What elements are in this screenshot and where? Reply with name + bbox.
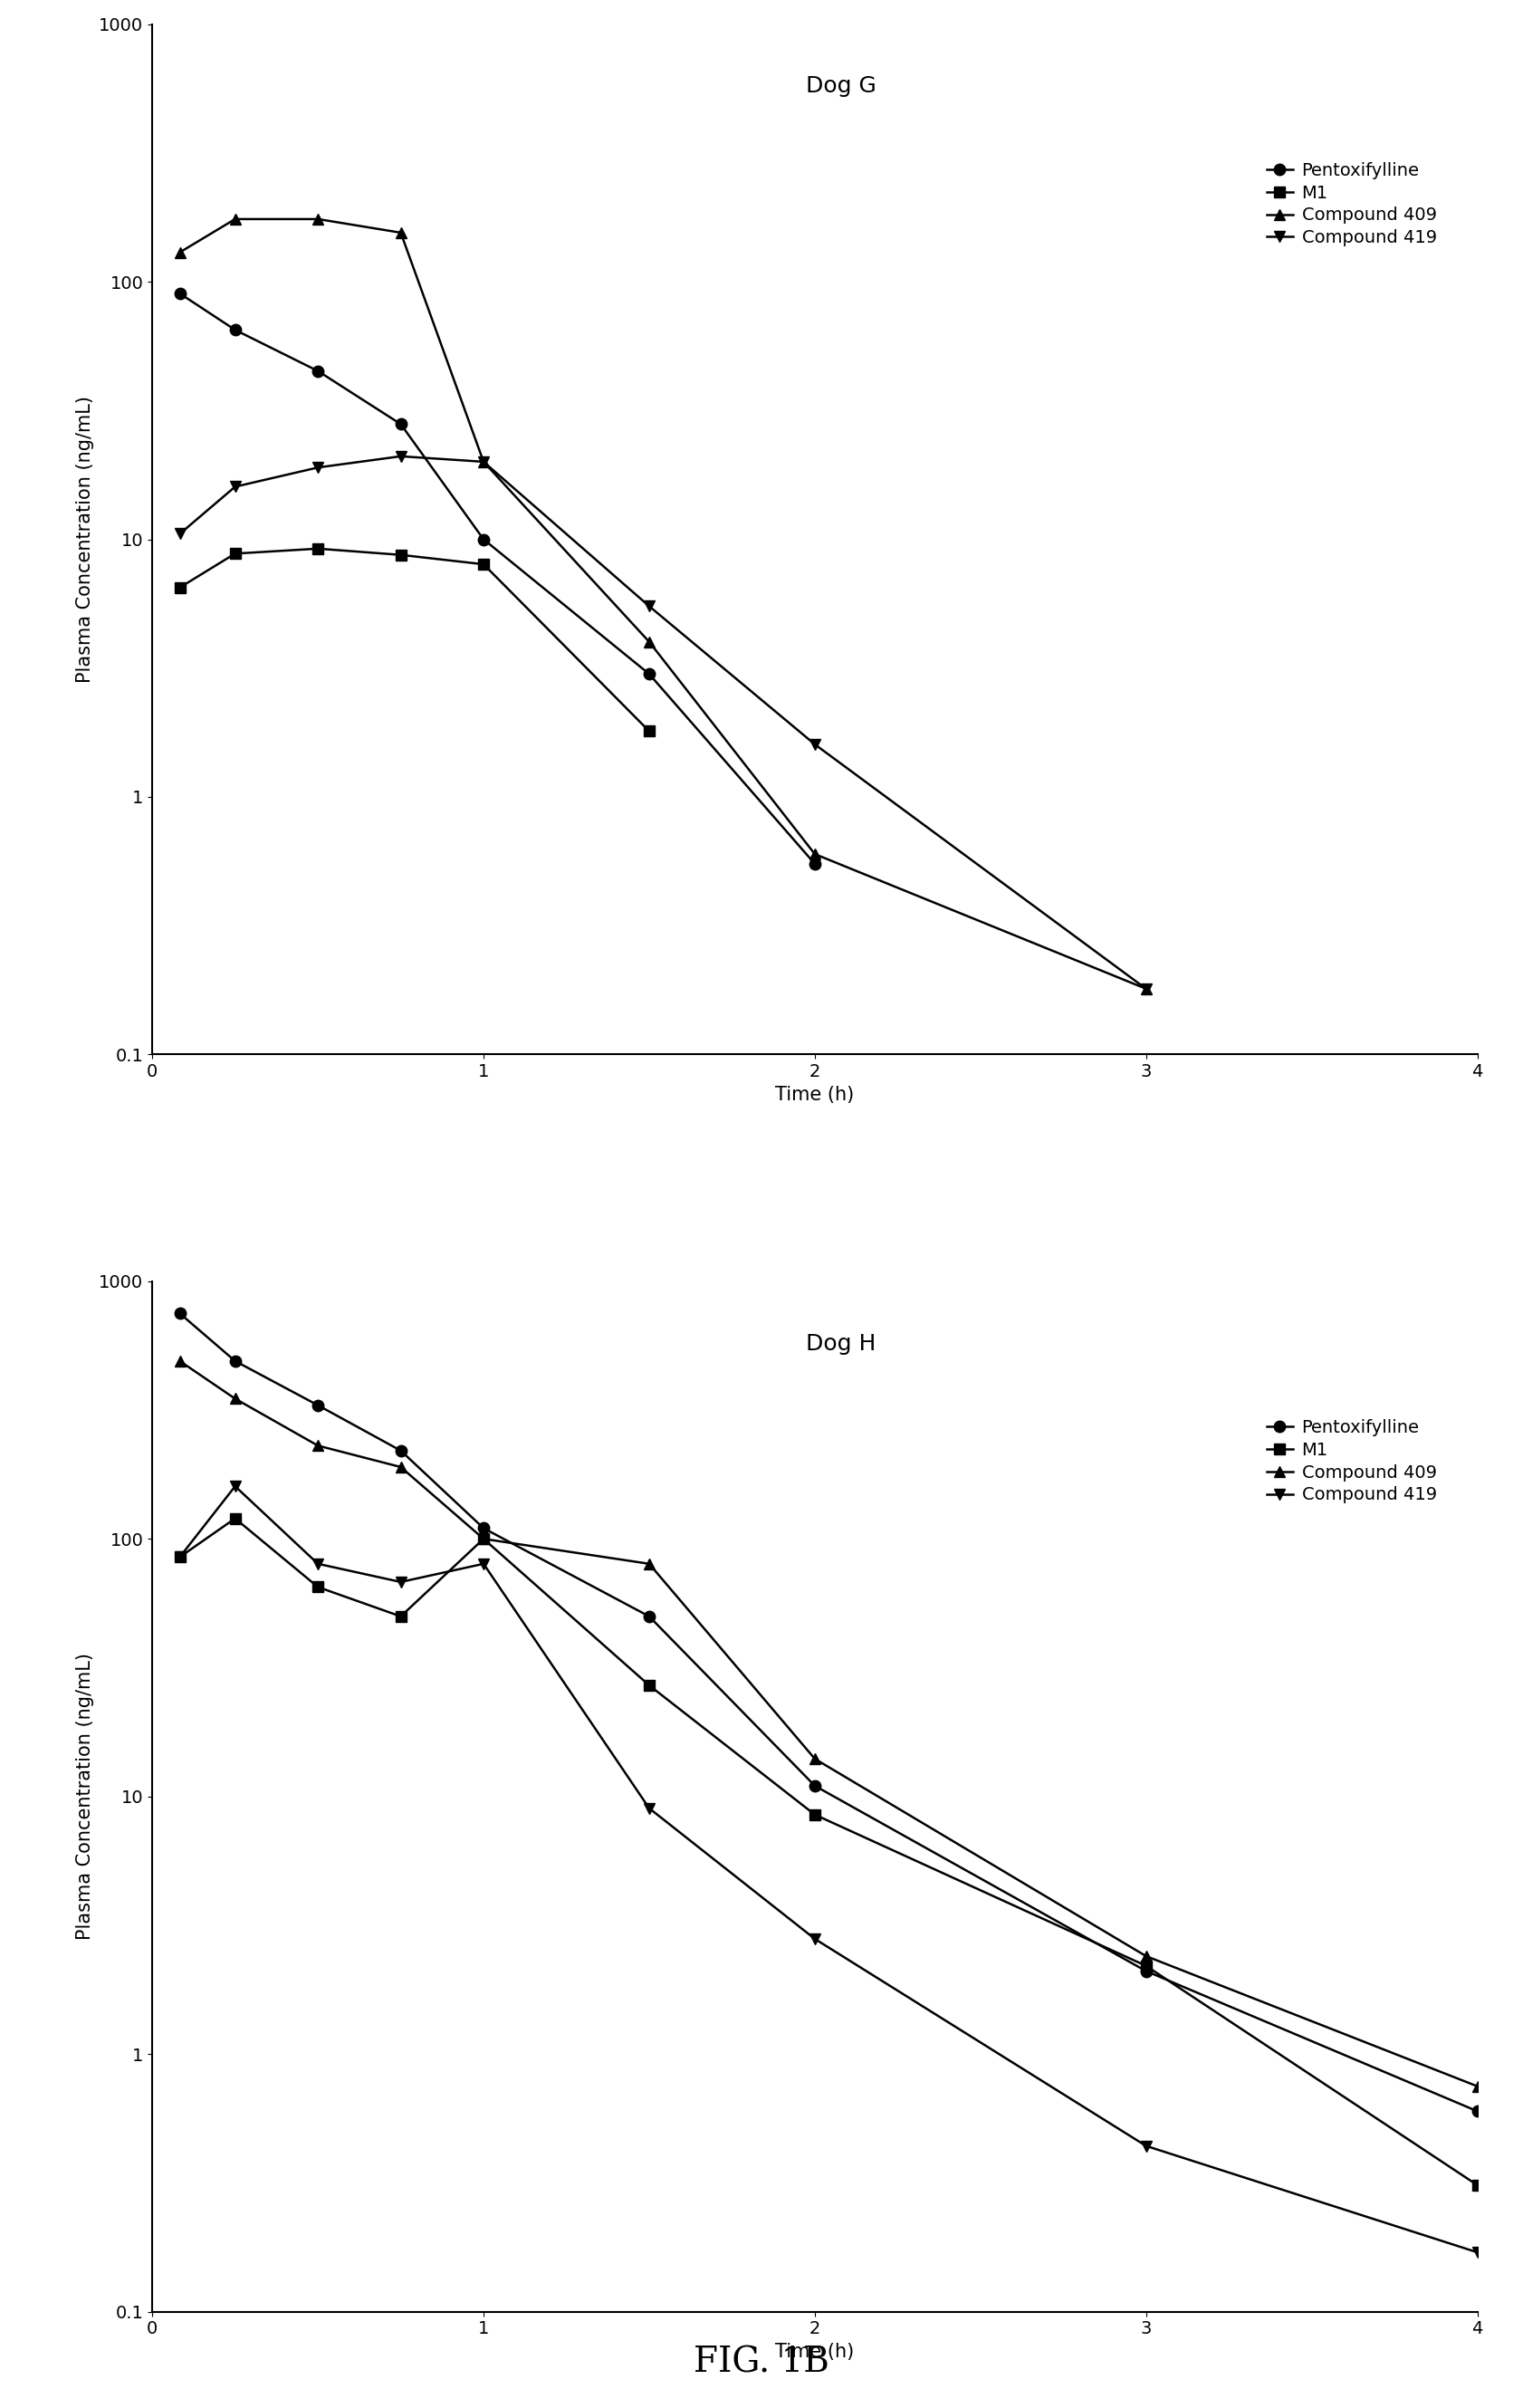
Pentoxifylline [171,1298,189,1327]
M1 [391,1601,410,1630]
Line: Compound 419: Compound 419 [174,450,1151,995]
Pentoxifylline [640,1601,658,1630]
Compound 409 [391,219,410,248]
Compound 409 [171,1346,189,1375]
Pentoxifylline [225,315,244,344]
Compound 419 [309,453,327,482]
Compound 419 [225,472,244,501]
Compound 409 [474,1524,492,1553]
Line: M1: M1 [174,542,655,737]
M1 [474,549,492,578]
Compound 409 [806,840,824,869]
Pentoxifylline [309,1392,327,1421]
Compound 409 [309,205,327,234]
Pentoxifylline [1136,1958,1154,1987]
X-axis label: Time (h): Time (h) [775,1086,854,1103]
Compound 409 [1468,2071,1486,2100]
Legend: Pentoxifylline, M1, Compound 409, Compound 419: Pentoxifylline, M1, Compound 409, Compou… [1261,1413,1442,1510]
Compound 409 [391,1452,410,1481]
Pentoxifylline [391,1435,410,1464]
Compound 409 [474,448,492,477]
Compound 419 [225,1471,244,1500]
Compound 419 [806,730,824,759]
Pentoxifylline [474,1515,492,1544]
Line: Compound 419: Compound 419 [174,1481,1483,2259]
Pentoxifylline [225,1346,244,1375]
M1 [171,1544,189,1572]
Compound 409 [309,1430,327,1459]
X-axis label: Time (h): Time (h) [775,2343,854,2360]
Pentoxifylline [474,525,492,554]
Pentoxifylline [171,279,189,308]
Compound 419 [171,1544,189,1572]
Compound 419 [474,448,492,477]
Pentoxifylline [806,1772,824,1801]
Y-axis label: Plasma Concentration (ng/mL): Plasma Concentration (ng/mL) [76,1652,94,1941]
Compound 419 [1136,975,1154,1004]
Pentoxifylline [391,409,410,438]
Line: M1: M1 [174,1512,1483,2191]
M1 [806,1801,824,1830]
Pentoxifylline [640,660,658,689]
Compound 409 [806,1743,824,1772]
Line: Compound 409: Compound 409 [174,1356,1483,2093]
Compound 419 [806,1924,824,1953]
Compound 409 [1136,1941,1154,1970]
Pentoxifylline [309,356,327,385]
M1 [640,1671,658,1700]
Compound 419 [1136,2131,1154,2160]
Compound 419 [474,1548,492,1577]
M1 [1468,2170,1486,2199]
Compound 409 [640,1548,658,1577]
Compound 419 [171,520,189,549]
Compound 409 [640,628,658,657]
Text: FIG. 1B: FIG. 1B [693,2345,830,2379]
Line: Pentoxifylline: Pentoxifylline [174,289,821,869]
Compound 419 [640,592,658,621]
Y-axis label: Plasma Concentration (ng/mL): Plasma Concentration (ng/mL) [76,395,94,684]
Compound 419 [309,1548,327,1577]
Text: Dog G: Dog G [806,75,877,96]
Compound 409 [1136,975,1154,1004]
Line: Pentoxifylline: Pentoxifylline [174,1308,1483,2117]
M1 [171,573,189,602]
Compound 419 [640,1794,658,1823]
M1 [225,1505,244,1534]
M1 [474,1524,492,1553]
Compound 409 [171,238,189,267]
Compound 409 [225,1385,244,1413]
Text: Dog H: Dog H [806,1332,876,1353]
M1 [309,1572,327,1601]
M1 [309,535,327,563]
Pentoxifylline [1468,2097,1486,2126]
M1 [640,718,658,746]
M1 [391,539,410,568]
M1 [1136,1950,1154,1979]
Legend: Pentoxifylline, M1, Compound 409, Compound 419: Pentoxifylline, M1, Compound 409, Compou… [1261,157,1442,253]
Compound 419 [391,1568,410,1597]
Compound 419 [391,441,410,470]
M1 [225,539,244,568]
Compound 419 [1468,2237,1486,2266]
Compound 409 [225,205,244,234]
Pentoxifylline [806,850,824,879]
Line: Compound 409: Compound 409 [174,214,1151,995]
